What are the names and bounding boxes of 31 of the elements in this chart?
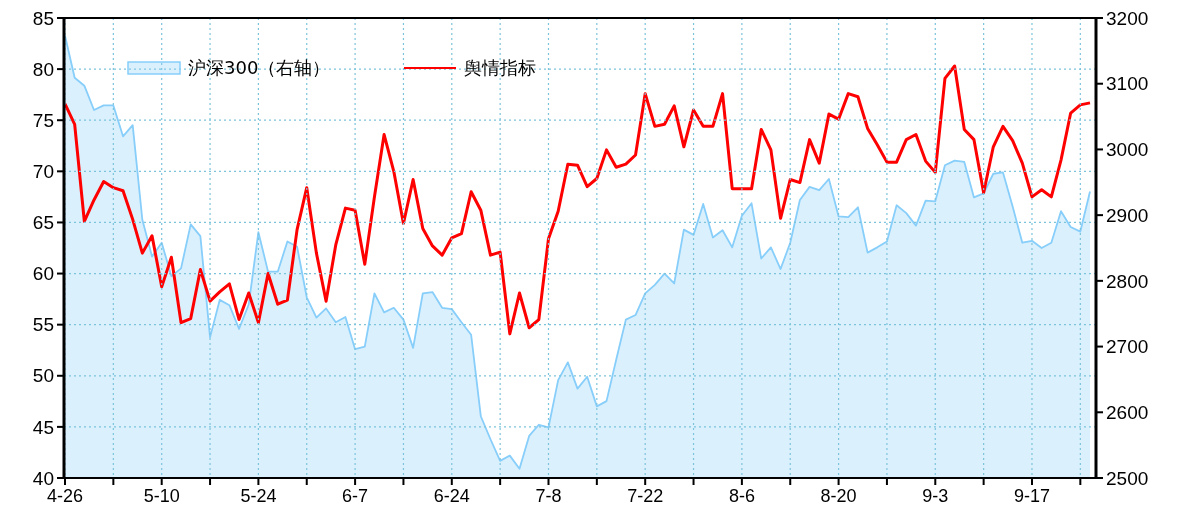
y2-tick-label: 2600 [1106,401,1149,423]
y-tick-label: 40 [32,467,54,489]
y-tick-label: 50 [32,365,54,387]
x-tick-label: 6-24 [433,486,470,506]
y2-tick-label: 2700 [1106,336,1149,358]
x-tick-label: 8-20 [820,486,857,506]
x-tick-label: 8-6 [728,486,755,506]
x-tick-label: 9-3 [922,486,949,506]
x-tick-label: 7-22 [627,486,664,506]
x-tick-label: 9-17 [1013,486,1050,506]
y-tick-label: 75 [32,109,54,131]
y-tick-label: 65 [32,212,54,234]
y2-tick-label: 2800 [1106,270,1149,292]
y-tick-label: 70 [32,160,54,182]
y-tick-label: 60 [32,263,54,285]
y2-tick-label: 3100 [1106,73,1149,95]
y2-tick-label: 3200 [1106,7,1149,29]
x-tick-label: 4-26 [46,486,84,506]
x-tick-label: 6-7 [342,486,369,506]
x-tick-label: 5-10 [143,486,180,506]
y-tick-label: 85 [32,7,54,29]
legend-label: 沪深300（右轴） [188,57,331,79]
y2-tick-label: 2900 [1106,204,1149,226]
y-tick-label: 80 [32,58,54,80]
y2-tick-label: 3000 [1106,139,1149,161]
x-tick-label: 5-24 [240,486,277,506]
y-tick-label: 55 [32,314,54,336]
y-tick-label: 45 [32,416,54,438]
y2-tick-label: 2500 [1106,467,1149,489]
x-tick-label: 7-8 [535,486,562,506]
legend-label: 舆情指标 [464,57,536,79]
